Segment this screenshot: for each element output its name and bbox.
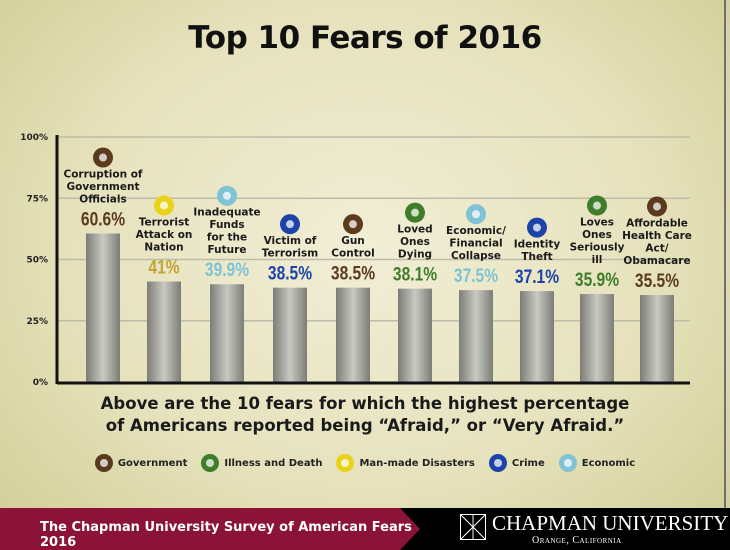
category-label: Loved bbox=[397, 224, 432, 236]
category-label: for the bbox=[207, 232, 247, 244]
border bbox=[724, 0, 726, 508]
footer: The Chapman University Survey of America… bbox=[0, 508, 730, 550]
bar bbox=[273, 287, 307, 382]
icon-glyph bbox=[593, 201, 601, 210]
skull-crossbones-icon bbox=[201, 454, 220, 472]
university-location: Orange, California bbox=[532, 535, 622, 546]
category-label: Seriously bbox=[570, 242, 625, 254]
caption: Above are the 10 fears for which the hig… bbox=[0, 393, 730, 437]
bar bbox=[520, 291, 554, 382]
category-label: Obamacare bbox=[623, 255, 690, 267]
globe-icon bbox=[558, 454, 577, 472]
legend-label: Man-made Disasters bbox=[359, 457, 475, 469]
category-label: Health Care bbox=[622, 230, 692, 242]
caption-line: Above are the 10 fears for which the hig… bbox=[100, 394, 630, 413]
icon-glyph bbox=[653, 202, 661, 211]
category-label: Officials bbox=[79, 194, 126, 206]
category-label: Nation bbox=[144, 242, 183, 254]
y-tick-label: 100% bbox=[20, 133, 48, 143]
category-label: Act/ bbox=[645, 243, 668, 255]
bar bbox=[147, 281, 181, 382]
value-label: 38.5% bbox=[331, 262, 375, 284]
value-label: 35.5% bbox=[635, 270, 679, 292]
bar-chart: 0% 25% 50% 75% 100% 60.6% Corruption ofGovernm… bbox=[20, 133, 692, 388]
category-label: Ones bbox=[400, 236, 430, 248]
icon-glyph bbox=[99, 153, 107, 162]
category-label: Loves bbox=[580, 217, 614, 229]
column-icon bbox=[94, 454, 113, 472]
bar bbox=[210, 284, 244, 382]
value-label: 39.9% bbox=[205, 259, 249, 281]
bar bbox=[336, 287, 370, 382]
value-label: 38.5% bbox=[268, 262, 312, 284]
handcuffs-icon bbox=[488, 454, 507, 472]
value-label: 37.5% bbox=[454, 265, 498, 287]
y-tick-label: 75% bbox=[26, 194, 48, 204]
legend-item: Crime bbox=[488, 454, 545, 472]
icon-glyph bbox=[160, 201, 168, 210]
legend-item: Economic bbox=[558, 454, 636, 472]
bar bbox=[86, 233, 120, 382]
legend: Government Illness and Death Man-made Disa… bbox=[0, 454, 730, 472]
category-label: Identity bbox=[514, 239, 561, 251]
icon-glyph bbox=[411, 208, 419, 217]
category-label: Government bbox=[66, 181, 139, 193]
icon-glyph bbox=[223, 191, 231, 200]
legend-label: Illness and Death bbox=[224, 457, 323, 469]
legend-label: Economic bbox=[581, 457, 636, 469]
icon-glyph bbox=[533, 223, 541, 232]
legend-item: Illness and Death bbox=[201, 454, 322, 472]
category-label: Gun bbox=[341, 235, 365, 247]
university-name: CHAPMAN UNIVERSITY bbox=[492, 511, 729, 535]
category-label: Financial bbox=[449, 238, 502, 250]
category-label: Victim of bbox=[264, 235, 317, 247]
bar bbox=[580, 294, 614, 382]
y-tick-label: 25% bbox=[26, 317, 48, 327]
value-label: 38.1% bbox=[393, 263, 437, 285]
category-label: Control bbox=[331, 248, 374, 260]
bar bbox=[640, 295, 674, 382]
category-label: Funds bbox=[209, 219, 244, 231]
y-tick-label: 0% bbox=[33, 378, 48, 388]
legend-item: Government bbox=[94, 454, 188, 472]
category-label: Ones bbox=[582, 229, 612, 241]
chapman-logo-icon bbox=[460, 514, 486, 540]
caption-line: of Americans reported being “Afraid,” or… bbox=[105, 416, 625, 435]
bar bbox=[398, 288, 432, 382]
category-label: Attack on bbox=[136, 229, 193, 241]
category-label: ill bbox=[592, 254, 603, 266]
category-label: Economic/ bbox=[446, 225, 506, 237]
category-label: Terrorist bbox=[139, 217, 190, 229]
category-label: Future bbox=[208, 244, 247, 256]
y-tick-label: 50% bbox=[26, 256, 48, 266]
icon-glyph bbox=[349, 220, 357, 229]
category-label: Corruption of bbox=[63, 169, 142, 181]
legend-label: Government bbox=[117, 457, 188, 469]
chart-title: Top 10 Fears of 2016 bbox=[188, 20, 542, 56]
value-label: 60.6% bbox=[81, 208, 125, 230]
survey-title: The Chapman University Survey of America… bbox=[40, 520, 412, 550]
value-label: 37.1% bbox=[515, 266, 559, 288]
category-label: Dying bbox=[398, 249, 432, 261]
category-label: Terrorism bbox=[262, 248, 318, 260]
icon-glyph bbox=[472, 210, 480, 219]
value-label: 35.9% bbox=[575, 269, 619, 291]
category-label: Inadequate bbox=[193, 207, 260, 219]
bar bbox=[459, 290, 493, 382]
legend-item: Man-made Disasters bbox=[336, 454, 475, 472]
icon-glyph bbox=[286, 220, 294, 229]
legend-label: Crime bbox=[511, 457, 545, 469]
category-label: Affordable bbox=[626, 218, 688, 230]
category-label: Collapse bbox=[451, 250, 501, 262]
category-label: Theft bbox=[521, 251, 552, 263]
radiation-icon bbox=[336, 454, 355, 472]
value-label: 41% bbox=[148, 256, 179, 278]
footer-banner: The Chapman University Survey of America… bbox=[0, 508, 420, 550]
